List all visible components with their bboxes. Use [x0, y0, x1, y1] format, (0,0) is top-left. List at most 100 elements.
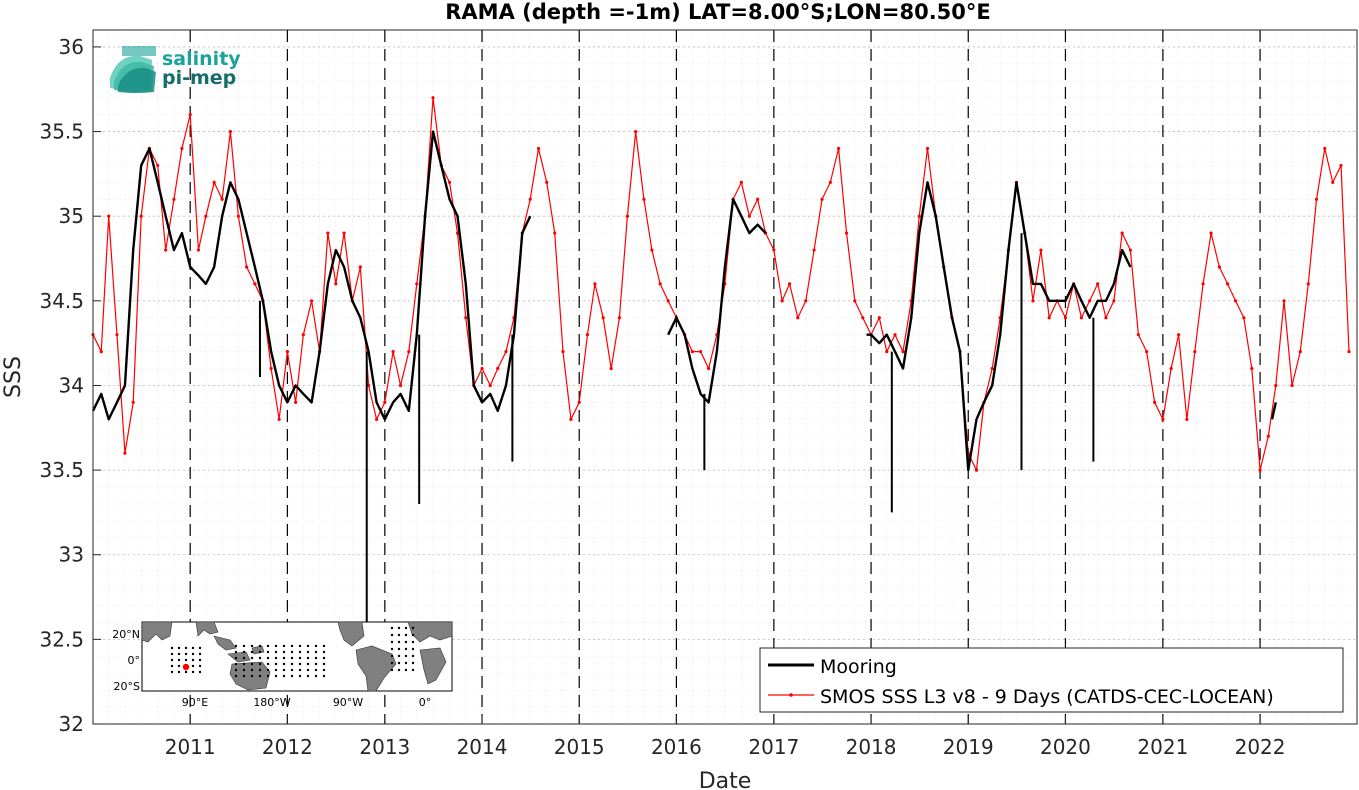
array-dot	[314, 656, 318, 660]
smos-point	[739, 180, 743, 184]
smos-point	[747, 214, 751, 218]
array-dot	[274, 650, 278, 654]
array-dot	[298, 668, 302, 672]
x-tick-label: 2014	[457, 735, 508, 759]
smos-point	[277, 417, 281, 421]
smos-point	[844, 231, 849, 235]
array-dot	[242, 674, 246, 678]
smos-point	[107, 214, 111, 218]
array-dot	[170, 670, 174, 674]
smos-point	[853, 299, 857, 303]
smos-point	[253, 282, 257, 286]
legend-smos-marker	[789, 693, 793, 697]
x-tick-label: 2013	[359, 735, 410, 759]
y-tick-label: 35.5	[39, 120, 84, 144]
y-tick-label: 33	[59, 543, 84, 567]
smos-point	[780, 299, 784, 303]
smos-point	[358, 265, 362, 269]
smos-point	[407, 350, 411, 354]
smos-point	[1250, 366, 1254, 371]
smos-point	[496, 366, 500, 371]
smos-point	[488, 383, 492, 388]
x-tick-label: 2017	[748, 735, 799, 759]
smos-point	[269, 366, 273, 371]
array-dot	[266, 656, 270, 660]
y-tick-label: 33.5	[39, 458, 84, 482]
smos-point	[625, 214, 630, 218]
smos-point	[990, 366, 994, 371]
mooring-line-segment	[866, 181, 1132, 472]
smos-point	[1347, 350, 1351, 354]
smos-point	[139, 214, 143, 218]
array-dot	[404, 626, 408, 630]
smos-point	[690, 350, 694, 354]
array-dot	[397, 633, 401, 637]
salinity-pimep-logo: salinity pi-mep	[110, 46, 241, 93]
smos-point	[1128, 248, 1133, 252]
smos-point	[1096, 282, 1100, 286]
array-dot	[306, 674, 310, 678]
array-dot	[397, 654, 401, 658]
array-dot	[290, 662, 294, 666]
smos-point	[901, 350, 905, 354]
mooring-array-dots	[170, 626, 415, 678]
wave-logo-icon	[110, 46, 156, 93]
array-dot	[170, 646, 174, 650]
y-tick-label: 32.5	[39, 627, 84, 651]
array-dot	[170, 664, 174, 668]
smos-point	[1266, 434, 1270, 438]
smos-point	[536, 146, 541, 151]
smos-point	[577, 400, 581, 404]
smos-point	[545, 180, 549, 184]
array-dot	[274, 674, 278, 678]
array-dot	[322, 662, 326, 666]
array-dot	[322, 650, 326, 654]
y-tick-label: 32	[59, 712, 84, 736]
series-mooring	[91, 130, 1277, 640]
x-axis-ticks: 2011 2012 2013 2014 2015 2016 2017 2018 2019 2020…	[165, 716, 1286, 759]
array-dot	[170, 658, 174, 662]
logo-line1: salinity	[162, 48, 241, 70]
array-dot	[266, 668, 270, 672]
x-tick-label: 2012	[262, 735, 313, 759]
smos-point	[447, 180, 452, 184]
smos-point	[1185, 417, 1189, 421]
smos-point	[196, 248, 201, 252]
smos-point	[1306, 282, 1310, 286]
array-dot	[314, 668, 318, 672]
logo-line2: pi-mep	[162, 67, 236, 89]
array-dot	[322, 674, 326, 678]
smos-point	[585, 333, 590, 337]
smos-point	[1153, 400, 1157, 404]
array-dot	[191, 670, 195, 674]
smos-point	[1201, 282, 1205, 286]
smos-point	[609, 366, 613, 371]
array-dot	[298, 650, 302, 654]
smos-point	[1145, 350, 1149, 354]
array-dot	[298, 644, 302, 648]
smos-point	[828, 180, 832, 184]
array-dot	[234, 674, 238, 678]
array-dot	[306, 668, 310, 672]
array-dot	[242, 644, 246, 648]
inset-label-20n: 20°N	[112, 628, 140, 641]
array-dot	[397, 668, 401, 672]
smos-point	[366, 383, 371, 388]
smos-point	[431, 96, 435, 100]
inset-map-frame	[141, 621, 453, 692]
smos-point	[1047, 316, 1051, 320]
smos-point	[301, 333, 305, 337]
array-dot	[234, 650, 238, 654]
array-dot	[322, 668, 326, 672]
smos-point	[1217, 265, 1221, 269]
array-dot	[282, 650, 286, 654]
array-dot	[177, 658, 181, 662]
plot-border	[92, 29, 1358, 725]
smos-point	[885, 350, 889, 354]
array-dot	[184, 658, 188, 662]
legend: Mooring SMOS SSS L3 v8 - 9 Days (CATDS-C…	[759, 647, 1344, 713]
smos-point	[1169, 366, 1173, 371]
array-dot	[411, 633, 415, 637]
array-dot	[306, 662, 310, 666]
